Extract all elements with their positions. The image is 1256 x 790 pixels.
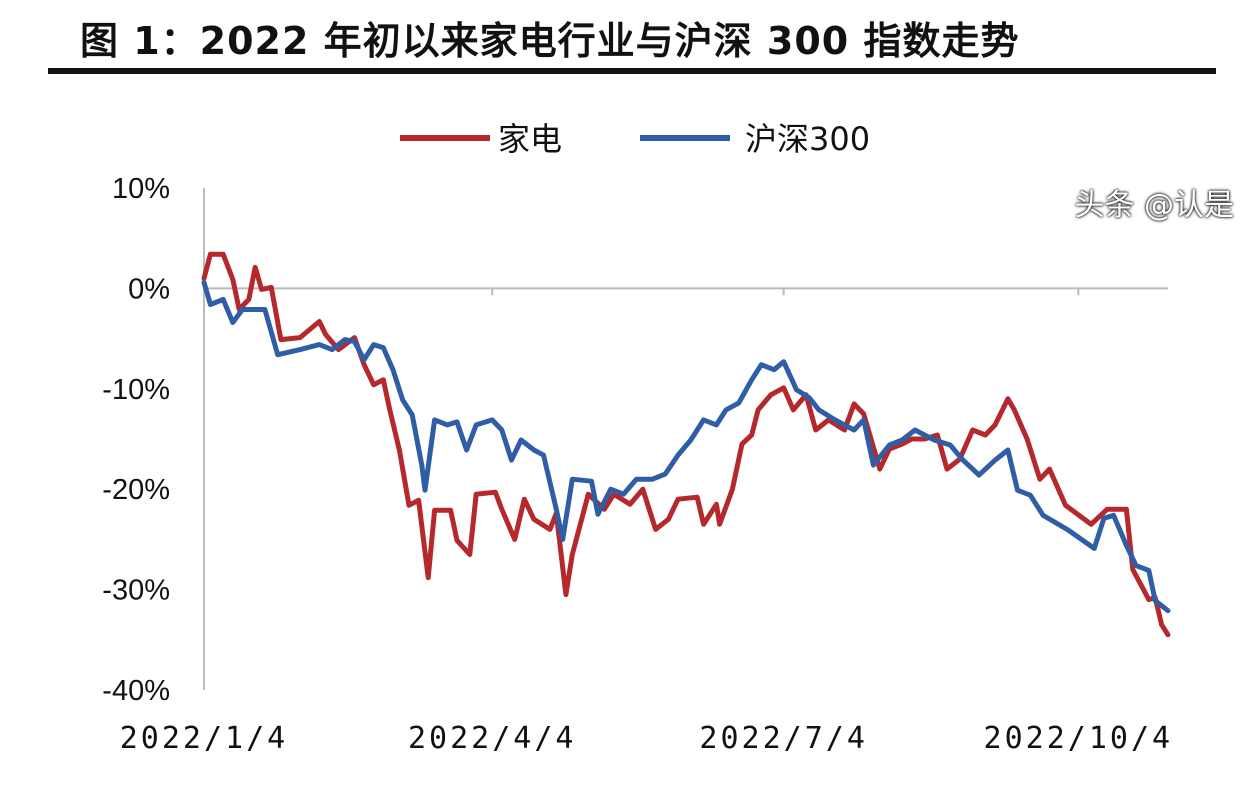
- x-tick-label: 2022/10/4: [984, 721, 1174, 756]
- watermark: 头条 @认是: [1074, 188, 1234, 223]
- x-tick-label: 2022/7/4: [699, 721, 868, 756]
- legend: 家电 沪深300: [400, 120, 870, 158]
- y-tick-label: 0%: [128, 273, 170, 305]
- y-tick-label: 10%: [112, 173, 170, 205]
- series-lines: [201, 251, 1171, 638]
- axes: [203, 188, 1168, 690]
- chart-title: 图 1：2022 年初以来家电行业与沪深 300 指数走势: [80, 19, 1020, 63]
- series-line-1: [201, 279, 1171, 614]
- x-ticks: 2022/1/4 2022/4/4 2022/7/4 2022/10/4: [120, 721, 1174, 756]
- y-tick-label: -30%: [102, 575, 170, 607]
- y-tick-label: -20%: [102, 474, 170, 506]
- legend-label: 家电: [498, 120, 562, 158]
- legend-label: 沪深300: [745, 120, 870, 158]
- x-tick-label: 2022/4/4: [408, 721, 577, 756]
- y-tick-label: -10%: [102, 374, 170, 406]
- y-ticks: 10% 0% -10% -20% -30% -40%: [102, 173, 170, 707]
- y-tick-label: -40%: [102, 675, 170, 707]
- title-rule: [48, 68, 1216, 74]
- x-tick-label: 2022/1/4: [120, 721, 289, 756]
